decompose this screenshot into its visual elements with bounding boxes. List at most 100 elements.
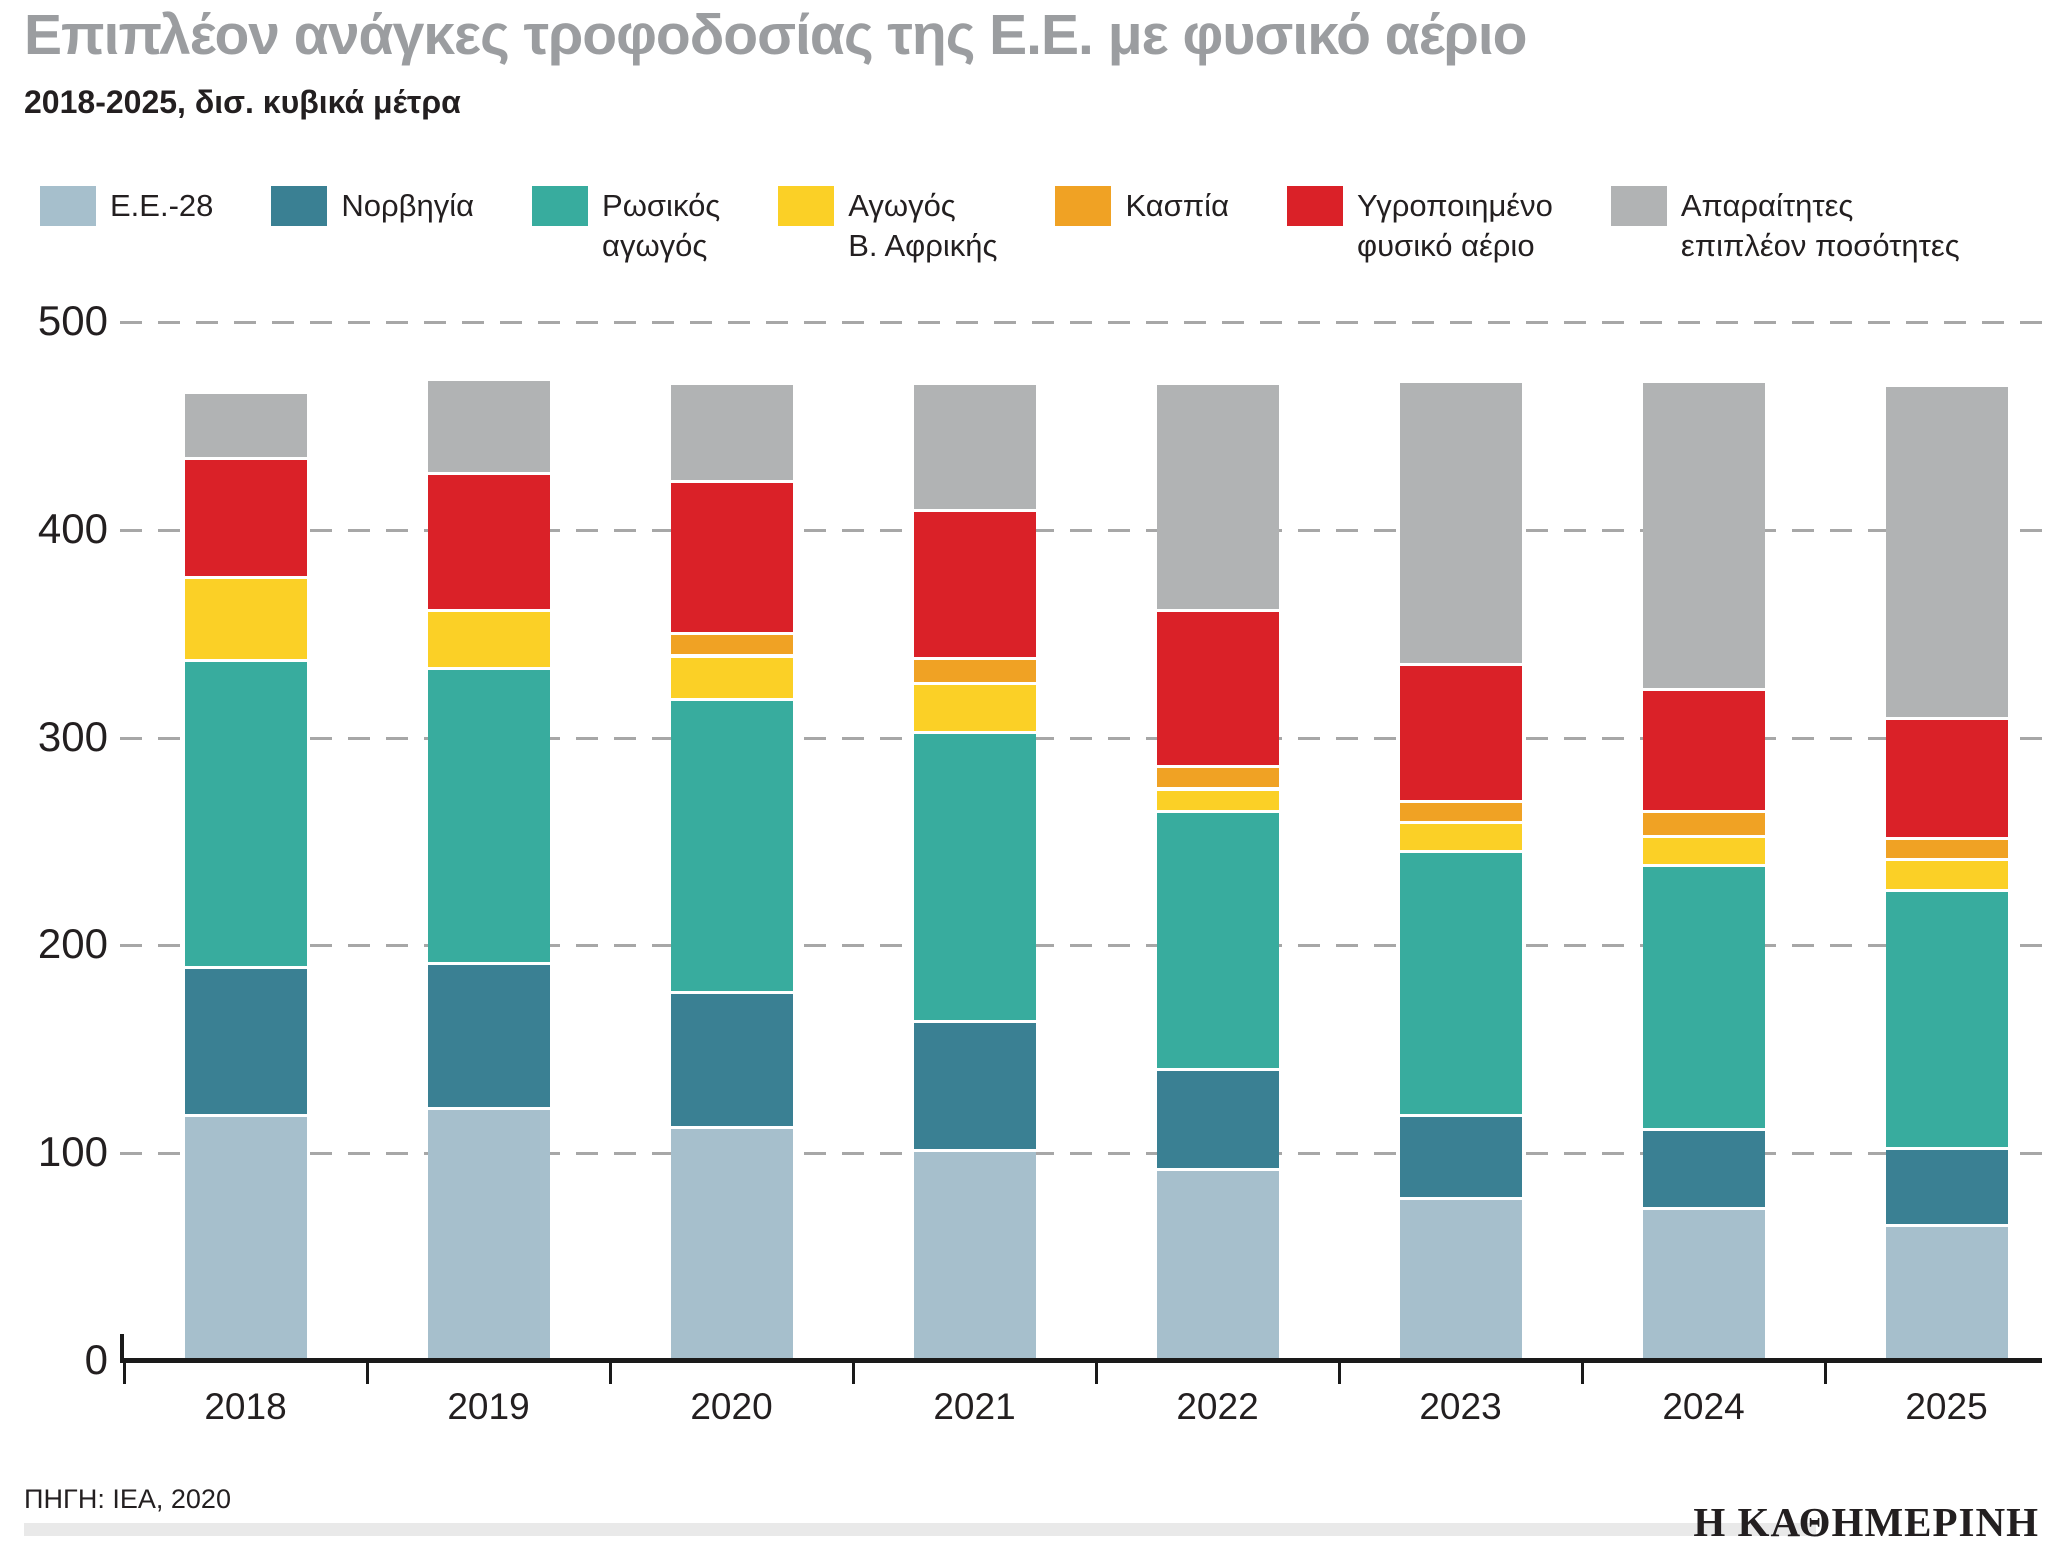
page-title: Επιπλέον ανάγκες τροφοδοσίας της Ε.Ε. με… xyxy=(24,3,1527,67)
bar-segment xyxy=(913,385,1036,510)
bar-segment xyxy=(1156,611,1279,765)
bar-2020 xyxy=(670,322,793,1361)
legend-swatch xyxy=(40,186,96,226)
x-axis-tick xyxy=(1095,1358,1098,1384)
bar-segment xyxy=(1399,383,1522,663)
bar-segment xyxy=(913,1152,1036,1361)
x-axis-label-2025: 2025 xyxy=(1905,1386,1988,1427)
legend-label: Απαραίτητες επιπλέον ποσότητες xyxy=(1680,188,1960,263)
bar-2023 xyxy=(1399,322,1522,1361)
legend-item-3: Ρωσικός αγωγός xyxy=(532,186,720,266)
bar-segment xyxy=(1642,690,1765,811)
bar-segment xyxy=(1399,802,1522,821)
legend-item-6: Υγροποιημένο φυσικό αέριο xyxy=(1287,186,1553,266)
bar-segment xyxy=(427,611,550,667)
bar-segment xyxy=(1642,838,1765,865)
x-axis-tick xyxy=(852,1358,855,1384)
gridline-400 xyxy=(120,528,2047,532)
bar-segment xyxy=(184,969,307,1114)
bar-2025 xyxy=(1885,322,2008,1361)
bar-segment xyxy=(1156,1170,1279,1361)
x-axis-left-riser xyxy=(120,1334,124,1361)
bar-2021 xyxy=(913,322,1036,1361)
bar-segment xyxy=(670,1129,793,1361)
legend-label: Ε.Ε.-28 xyxy=(110,188,214,223)
bar-segment xyxy=(670,657,793,699)
bar-segment xyxy=(1156,767,1279,788)
bar-segment xyxy=(427,669,550,963)
bar-segment xyxy=(427,474,550,609)
x-axis-tick xyxy=(366,1358,369,1384)
x-axis-tick xyxy=(1824,1358,1827,1384)
y-axis-label-200: 200 xyxy=(37,920,108,968)
bar-segment xyxy=(1885,892,2008,1147)
bar-segment xyxy=(670,994,793,1127)
legend-swatch xyxy=(1055,186,1112,226)
legend-swatch xyxy=(1287,186,1343,226)
gridline-500 xyxy=(120,321,2047,324)
bar-segment xyxy=(184,1116,307,1361)
bar-segment xyxy=(427,965,550,1108)
bar-segment xyxy=(1885,1226,2008,1361)
x-axis-tick xyxy=(123,1358,126,1384)
bar-segment xyxy=(1642,867,1765,1129)
bar-segment xyxy=(670,482,793,632)
bar-segment xyxy=(913,512,1036,657)
bar-segment xyxy=(1885,840,2008,859)
bar-segment xyxy=(913,1023,1036,1150)
x-axis-label-2021: 2021 xyxy=(933,1386,1016,1427)
bar-2019 xyxy=(427,322,550,1361)
bar-segment xyxy=(1156,790,1279,811)
bar-segment xyxy=(427,1110,550,1361)
footer-divider xyxy=(24,1523,1816,1536)
bar-segment xyxy=(1399,1199,1522,1361)
bar-2018 xyxy=(184,322,307,1361)
bar-segment xyxy=(670,385,793,480)
y-axis-label-500: 500 xyxy=(37,297,108,344)
bar-2022 xyxy=(1156,322,1279,1361)
bar-segment xyxy=(1156,813,1279,1069)
legend: Ε.Ε.-28 Νορβηγία Ρωσικός αγωγός Αγωγός Β. Αφρ… xyxy=(40,186,2030,266)
bar-segment xyxy=(1885,387,2008,717)
x-axis-label-2024: 2024 xyxy=(1662,1386,1745,1427)
legend-label: Κασπία xyxy=(1125,188,1229,223)
bar-segment xyxy=(913,659,1036,682)
bar-segment xyxy=(913,734,1036,1021)
bar-segment xyxy=(670,634,793,655)
legend-label: Αγωγός Β. Αφρικής xyxy=(848,188,998,263)
gridline-200 xyxy=(120,944,2047,948)
bar-segment xyxy=(1156,385,1279,609)
gridline-300 xyxy=(120,736,2047,740)
legend-swatch xyxy=(532,186,589,226)
x-axis-label-2020: 2020 xyxy=(690,1386,773,1427)
x-axis-label-2022: 2022 xyxy=(1176,1386,1259,1427)
bar-segment xyxy=(1885,1149,2008,1224)
legend-label: Υγροποιημένο φυσικό αέριο xyxy=(1357,188,1553,263)
x-axis-tick xyxy=(609,1358,612,1384)
bar-segment xyxy=(1885,861,2008,890)
bar-segment xyxy=(1156,1071,1279,1168)
legend-swatch xyxy=(1610,186,1667,226)
page-subtitle: 2018-2025, δισ. κυβικά μέτρα xyxy=(24,84,461,120)
y-axis-label-100: 100 xyxy=(37,1128,108,1176)
x-axis-label-2018: 2018 xyxy=(204,1386,287,1427)
bar-segment xyxy=(184,393,307,458)
bar-segment xyxy=(1399,823,1522,850)
plot-area xyxy=(120,321,2047,1361)
y-axis-label-300: 300 xyxy=(37,712,108,760)
x-axis-tick xyxy=(1338,1358,1341,1384)
legend-label: Νορβηγία xyxy=(341,188,475,223)
legend-item-4: Αγωγός Β. Αφρικής xyxy=(778,186,997,266)
legend-item-1: Ε.Ε.-28 xyxy=(40,186,213,226)
legend-label: Ρωσικός αγωγός xyxy=(602,188,721,263)
x-axis-label-2023: 2023 xyxy=(1419,1386,1502,1427)
legend-item-2: Νορβηγία xyxy=(271,186,474,226)
x-axis-line xyxy=(120,1358,2042,1363)
bar-segment xyxy=(184,460,307,576)
legend-item-7: Απαραίτητες επιπλέον ποσότητες xyxy=(1610,186,1960,266)
bar-segment xyxy=(1885,719,2008,838)
legend-item-5: Κασπία xyxy=(1055,186,1229,226)
x-axis-label-2019: 2019 xyxy=(447,1386,530,1427)
bar-segment xyxy=(670,701,793,992)
